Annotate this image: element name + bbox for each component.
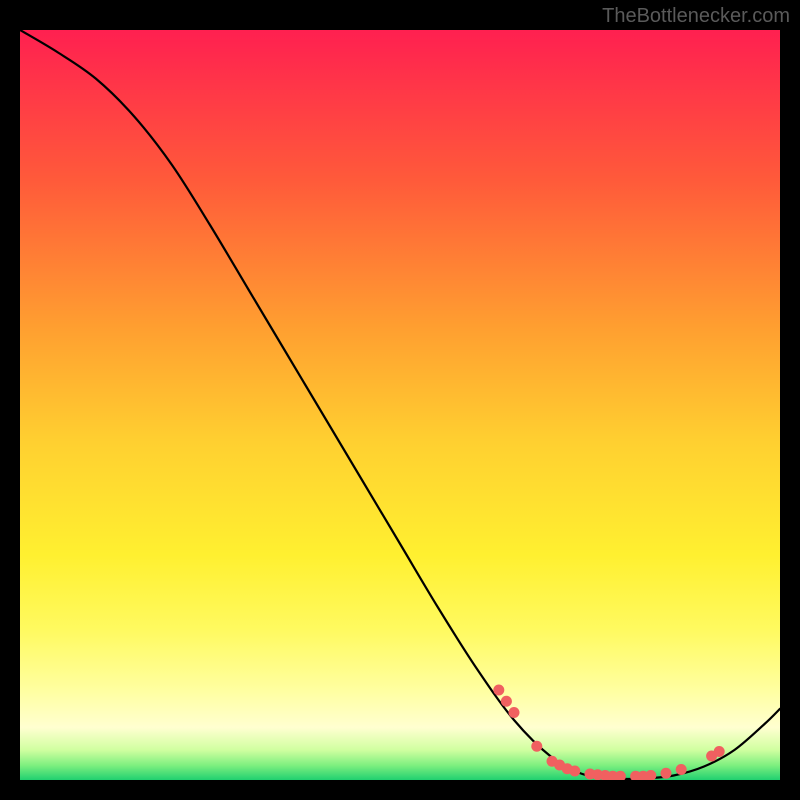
data-marker bbox=[509, 707, 520, 718]
data-marker bbox=[493, 685, 504, 696]
data-marker bbox=[501, 696, 512, 707]
chart-svg bbox=[20, 30, 780, 780]
data-marker bbox=[676, 764, 687, 775]
data-marker bbox=[531, 741, 542, 752]
chart-plot-area bbox=[20, 30, 780, 780]
data-marker bbox=[569, 766, 580, 777]
chart-background bbox=[20, 30, 780, 780]
watermark-text: TheBottlenecker.com bbox=[602, 5, 790, 28]
data-marker bbox=[714, 746, 725, 757]
data-marker bbox=[661, 768, 672, 779]
